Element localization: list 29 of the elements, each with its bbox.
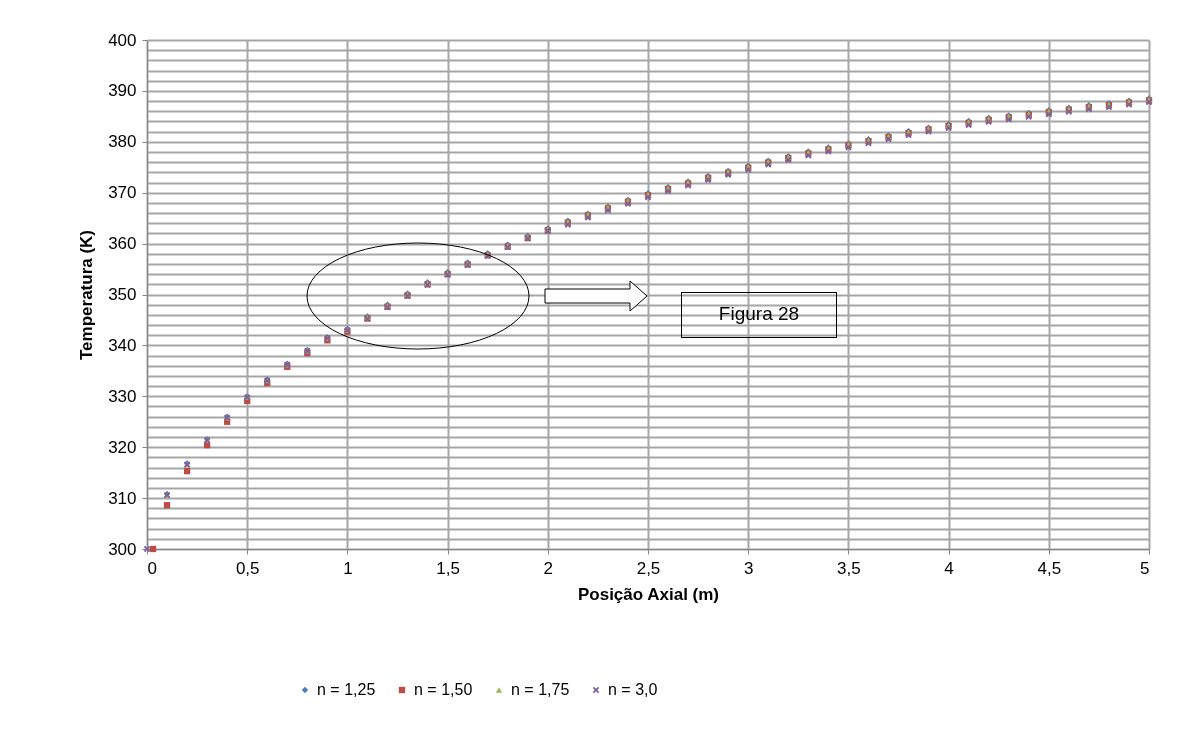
- y-tick-label: 340: [108, 335, 137, 355]
- x-axis-title: Posição Axial (m): [577, 584, 720, 604]
- x-tick-label: 4,5: [1037, 558, 1062, 578]
- y-tick-label: 390: [108, 81, 137, 101]
- y-tick-label: 350: [108, 285, 137, 304]
- x-tick-label: 0,5: [235, 558, 260, 578]
- y-tick-label: 400: [108, 30, 137, 50]
- y-tick-label: 380: [108, 132, 137, 152]
- x-tick-label: 2: [543, 558, 554, 578]
- y-tick-label: 370: [108, 183, 137, 203]
- x-tick-label: 2,5: [636, 558, 661, 578]
- x-tick-label: 3: [743, 558, 754, 578]
- x-tick-label: 4: [944, 558, 954, 578]
- y-tick-label: 320: [108, 437, 137, 457]
- legend-label: n = 1,50: [414, 681, 473, 698]
- y-tick-label: 300: [108, 539, 137, 559]
- legend-label: n = 3,0: [608, 681, 658, 698]
- y-tick-label: 330: [108, 386, 137, 406]
- x-tick-label: 0: [147, 558, 157, 578]
- x-tick-label: 3,5: [837, 558, 861, 578]
- y-tick-label: 360: [108, 234, 137, 254]
- y-tick-label: 310: [108, 488, 137, 508]
- y-axis-title: Temperatura (K): [77, 229, 97, 361]
- legend-label: n = 1,75: [511, 681, 570, 698]
- x-tick-label: 1: [343, 558, 353, 578]
- annotation: Figura 28: [681, 292, 837, 338]
- x-tick-label: 5: [1140, 558, 1150, 578]
- x-tick-label: 1,5: [436, 558, 460, 578]
- legend-label: n = 1,25: [317, 681, 376, 698]
